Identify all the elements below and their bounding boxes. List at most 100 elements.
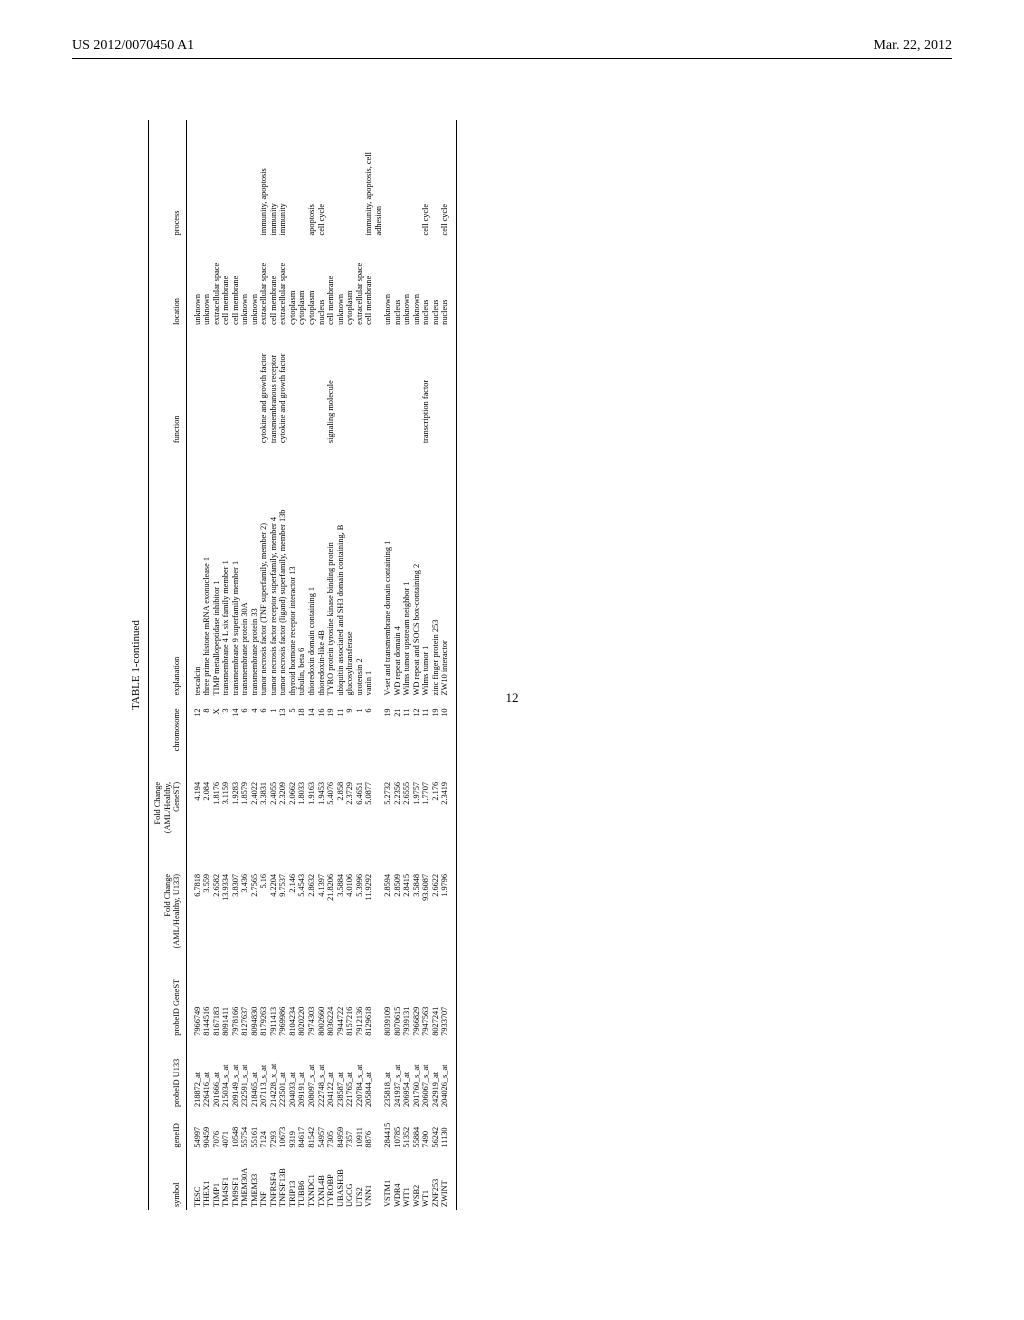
table-cell: 8039109 [383,956,393,1039]
table-cell: 214228_x_at [269,1039,279,1110]
table-row: TM4SF14071215034_s_at809141113.93343.115… [221,120,231,1210]
table-cell: 11 [402,698,412,771]
table-cell: 206067_s_at [421,1039,431,1110]
table-cell: transmembranous receptor [269,328,279,446]
table-cell: 2.858 [336,772,346,864]
table-cell: 3.8307 [231,864,241,956]
table-cell: 6 [259,698,269,771]
table-cell: 2.0662 [288,772,298,864]
table-cell: nucleus [393,238,403,327]
table-cell: 232591_s_at [240,1039,250,1110]
table-cell: 8091411 [221,956,231,1039]
table-cell: 1.7707 [421,772,431,864]
table-cell [186,120,202,238]
table-cell: 9.7537 [278,864,288,956]
table-cell [240,120,250,238]
col-process: process [149,120,187,238]
table-row: TRIP139319204033_at81042342.1462.06625th… [288,120,298,1210]
col-fc-u133: Fold Change (AML/Healthy, U133) [149,864,187,956]
table-cell: 56242 [431,1110,441,1151]
table-cell: nucleus [421,238,431,327]
table-cell: 2.4022 [250,772,260,864]
table-cell: unknown [383,238,393,327]
table-cell: 1.8033 [297,772,307,864]
table-cell: 6 [240,698,250,771]
col-probeid-u133: probeID U133 [149,1039,187,1110]
table-cell [355,120,365,238]
table-cell: 11 [421,698,431,771]
table-cell: nucleus [431,238,441,327]
table-cell [231,328,241,446]
table-cell: 241937_s_at [393,1039,403,1110]
table-cell: 8094830 [250,956,260,1039]
table-cell: 8020220 [297,956,307,1039]
table-cell: 21 [393,698,403,771]
table-cell: 5.3996 [355,864,365,956]
table-cell: 11130 [440,1110,456,1151]
table-row: UGCG7357221765_at81572164.01062.37299glu… [345,120,355,1210]
table-cell: 218872_at [186,1039,202,1110]
table-cell: transcription factor [421,328,431,446]
table-cell: 223501_at [278,1039,288,1110]
table-cell: thioredoxin domain containing 1 [307,446,317,698]
table-cell: unknown [336,238,346,327]
table-cell: 220784_s_at [355,1039,365,1110]
table-cell: 1.9757 [412,772,422,864]
table-cell: 14 [307,698,317,771]
table-cell: 284415 [383,1110,393,1151]
table-cell: 4.2204 [269,864,279,956]
table-cell [186,328,202,446]
table-cell: WDR4 [393,1151,403,1210]
table-row: TYROBP7305204122_at803622421.82065.40761… [326,120,336,1210]
col-function: function [149,328,187,446]
table-cell: unknown [202,238,212,327]
table-cell: TNFRSF4 [269,1151,279,1210]
table-cell: 19 [326,698,336,771]
table-cell: 2.8632 [307,864,317,956]
table-cell: TXNDC1 [307,1151,317,1210]
table-row: WDR410785241937_s_at80706152.85092.23562… [393,120,403,1210]
table-cell: nucleus [440,238,456,327]
table-cell: 6 [364,698,383,771]
table-cell [440,328,456,446]
table-cell: 3.1159 [221,772,231,864]
table-cell: cell cycle [421,120,431,238]
table-cell: 3.436 [240,864,250,956]
table-cell: 2.2356 [393,772,403,864]
table-cell: 16 [317,698,327,771]
table-cell: apoptosis [307,120,317,238]
table-cell: 7293 [269,1110,279,1151]
table-cell: 209191_at [297,1039,307,1110]
table-row: TMEM30A55754232591_s_at81276373.4361.857… [240,120,250,1210]
table-cell: transmembrane protein 33 [250,446,260,698]
table-cell [231,120,241,238]
table-cell [250,328,260,446]
table-cell: 90459 [202,1110,212,1151]
table-cell [402,120,412,238]
table-cell: zinc finger protein 253 [431,446,441,698]
table-cell: 8157216 [345,956,355,1039]
table-cell: 2.6582 [212,864,222,956]
table-row: WT17490206067_s_at794756393.60871.770711… [421,120,431,1210]
table-cell: 226416_at [202,1039,212,1110]
table-cell [212,328,222,446]
table-cell: immunity, apoptosis [259,120,269,238]
table-cell: 7911413 [269,956,279,1039]
table-cell [202,120,212,238]
table-cell: WT1 [421,1151,431,1210]
table-cell [393,120,403,238]
table-cell: 7939131 [402,956,412,1039]
table-cell: 7076 [212,1110,222,1151]
table-row: WSB255884201760_s_at79668293.58481.97571… [412,120,422,1210]
table-cell: cytoplasm [307,238,317,327]
table-row: VSTM1284415235818_at80391092.85945.27321… [383,120,393,1210]
table-cell: 81542 [307,1110,317,1151]
table-row: TESC54997218872_at79667496.78184.19412te… [186,120,202,1210]
table-cell: 201666_at [212,1039,222,1110]
data-table: symbol geneID probeID U133 probeID GeneS… [148,120,457,1210]
table-cell: 7933707 [440,956,456,1039]
table-cell: VSTM1 [383,1151,393,1210]
table-cell [383,120,393,238]
table-cell: 8129618 [364,956,383,1039]
table-cell: TNF [259,1151,269,1210]
